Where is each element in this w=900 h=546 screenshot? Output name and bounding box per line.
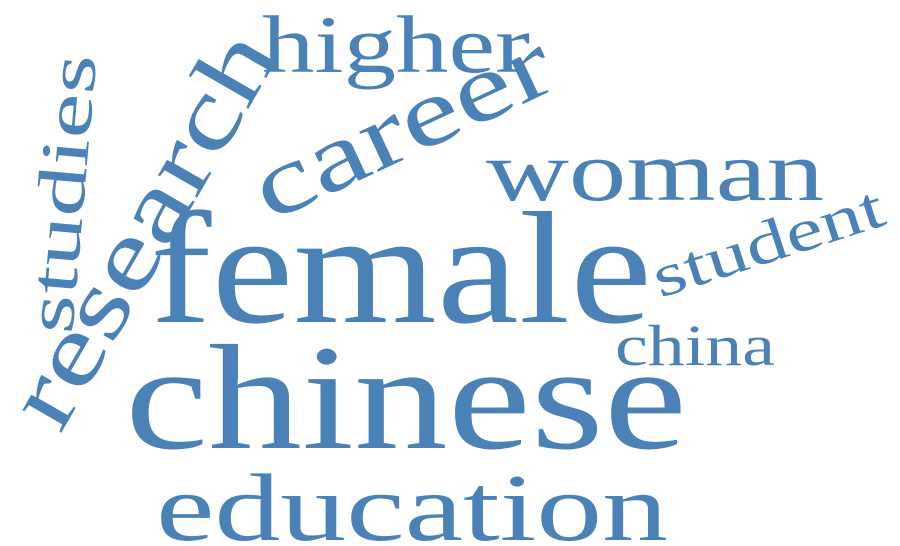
- word-education: education: [156, 454, 668, 546]
